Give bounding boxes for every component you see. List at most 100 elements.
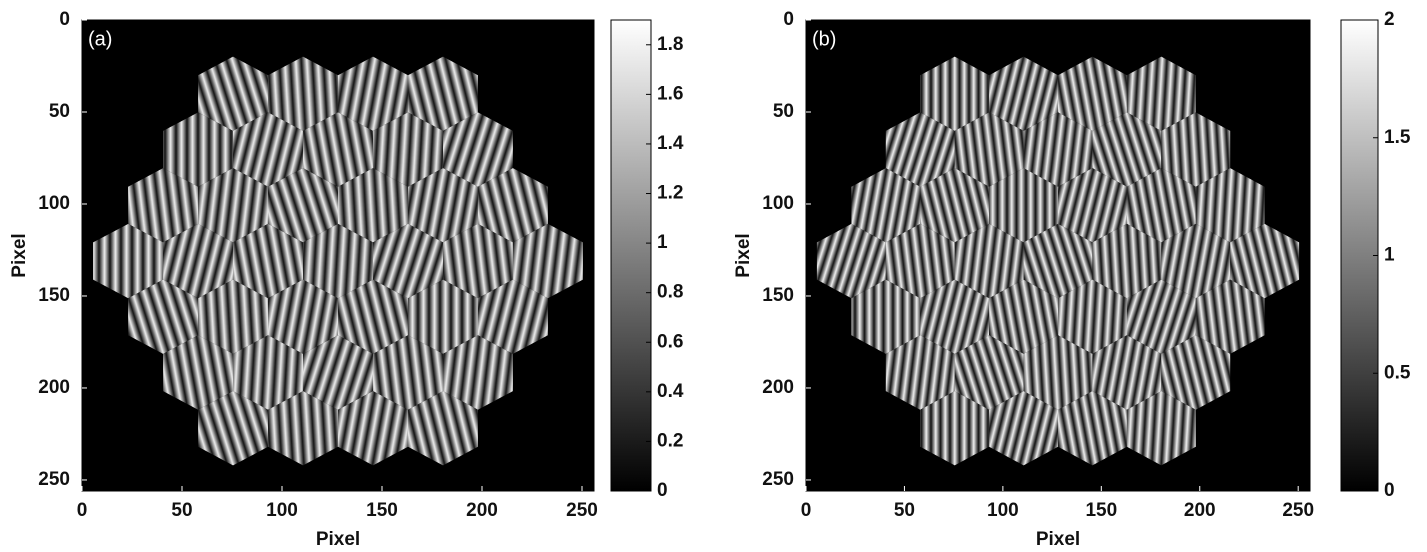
mirror-segment <box>198 56 268 131</box>
mirror-segment <box>1058 391 1127 466</box>
mirror-segment <box>128 168 199 243</box>
mirror-segment <box>303 223 373 299</box>
mirror-segment <box>954 223 1024 299</box>
colorbar-tick-label: 1.4 <box>657 133 684 154</box>
mirror-segment <box>303 112 373 187</box>
mirror-segment <box>408 56 478 131</box>
mirror-segment <box>233 112 303 187</box>
y-tick-label: 250 <box>38 469 70 490</box>
mirror-segment <box>408 391 478 466</box>
mirror-segment <box>128 279 199 354</box>
mirror-segment <box>93 223 164 299</box>
colorbar-tick-label: 1.5 <box>1384 127 1411 148</box>
mirror-segment <box>1058 279 1127 354</box>
colorbar-tick-label: 1.6 <box>657 83 683 104</box>
mirror-segment <box>920 391 990 466</box>
mirror-segment <box>1195 168 1265 243</box>
mirror-segment <box>443 112 513 187</box>
mirror-segment <box>1058 168 1127 243</box>
colorbar-tick-label: 0.6 <box>657 331 683 352</box>
mirror-segment <box>477 168 548 243</box>
panel-label: (a) <box>88 28 112 50</box>
x-axis-label: Pixel <box>316 529 360 550</box>
mirror-segment <box>1092 112 1162 187</box>
y-axis-label: Pixel <box>733 233 754 277</box>
mirror-segment <box>443 335 513 410</box>
mirror-segment <box>268 279 338 354</box>
colorbar-tick-label: 1 <box>1384 245 1395 266</box>
y-tick-label: 250 <box>762 469 794 490</box>
mirror-segment <box>989 391 1058 466</box>
colorbar-tick-label: 1.2 <box>657 183 683 204</box>
mirror-segment <box>338 56 408 131</box>
mirror-segment <box>233 223 303 299</box>
mirror-segment <box>338 279 408 354</box>
x-tick-label: 250 <box>566 500 598 521</box>
mirror-segment <box>163 112 233 187</box>
mirror-segment <box>268 391 338 466</box>
mirror-segment <box>1058 56 1127 131</box>
mirror-segment <box>373 112 443 187</box>
mirror-segment <box>373 335 443 410</box>
colorbar-tick-label: 0 <box>1384 480 1395 501</box>
mirror-segment <box>1023 112 1093 187</box>
x-tick-label: 200 <box>1184 500 1216 521</box>
mirror-segment <box>303 335 373 410</box>
x-tick-label: 50 <box>171 500 192 521</box>
y-tick-label: 0 <box>783 9 794 30</box>
x-tick-label: 200 <box>466 500 498 521</box>
colorbar-tick-label: 0.8 <box>657 282 683 303</box>
y-tick-label: 200 <box>38 377 70 398</box>
mirror-segment <box>1161 335 1231 410</box>
colorbar-tick-label: 0.4 <box>657 381 684 402</box>
mirror-segment <box>954 112 1024 187</box>
colorbar <box>1340 19 1379 492</box>
mirror-segment <box>1195 279 1265 354</box>
mirror-segment <box>408 168 478 243</box>
x-tick-label: 100 <box>266 500 298 521</box>
y-tick-label: 100 <box>762 193 794 214</box>
x-tick-label: 100 <box>987 500 1019 521</box>
colorbar-tick-label: 1 <box>657 232 668 253</box>
mirror-segment <box>885 335 955 410</box>
y-tick-label: 0 <box>59 9 70 30</box>
mirror-segment <box>885 223 955 299</box>
y-tick-label: 200 <box>762 377 794 398</box>
colorbar-tick-label: 1.8 <box>657 34 683 55</box>
mirror-segment <box>1230 223 1300 299</box>
mirror-segment <box>268 56 338 131</box>
mirror-segment <box>1092 223 1162 299</box>
y-tick-label: 150 <box>38 285 70 306</box>
mirror-segment <box>233 335 303 410</box>
mirror-segment <box>163 223 233 299</box>
y-tick-label: 50 <box>49 101 70 122</box>
mirror-segment <box>198 391 268 466</box>
mirror-segment <box>477 279 548 354</box>
colorbar-tick-label: 2 <box>1384 9 1395 30</box>
colorbar-tick-label: 0 <box>657 480 668 501</box>
mirror-segment <box>851 279 921 354</box>
colorbar <box>610 19 652 492</box>
colorbar-tick-label: 0.2 <box>657 430 683 451</box>
x-tick-label: 50 <box>894 500 915 521</box>
x-tick-label: 250 <box>1282 500 1314 521</box>
mirror-segment <box>1161 112 1231 187</box>
mirror-segment <box>816 223 886 299</box>
y-tick-label: 50 <box>773 101 794 122</box>
x-tick-label: 0 <box>801 500 812 521</box>
mirror-segment <box>1126 391 1196 466</box>
mirror-segment <box>338 391 408 466</box>
mirror-segment <box>851 168 921 243</box>
colorbar-tick-label: 0.5 <box>1384 362 1411 383</box>
mirror-segment <box>443 223 513 299</box>
mirror-segment <box>1126 279 1196 354</box>
mirror-segment <box>198 279 268 354</box>
mirror-segment <box>989 168 1058 243</box>
mirror-segment <box>920 56 990 131</box>
mirror-segment <box>1092 335 1162 410</box>
mirror-segment <box>1023 335 1093 410</box>
y-tick-label: 150 <box>762 285 794 306</box>
x-tick-label: 150 <box>1085 500 1117 521</box>
mirror-segment <box>885 112 955 187</box>
